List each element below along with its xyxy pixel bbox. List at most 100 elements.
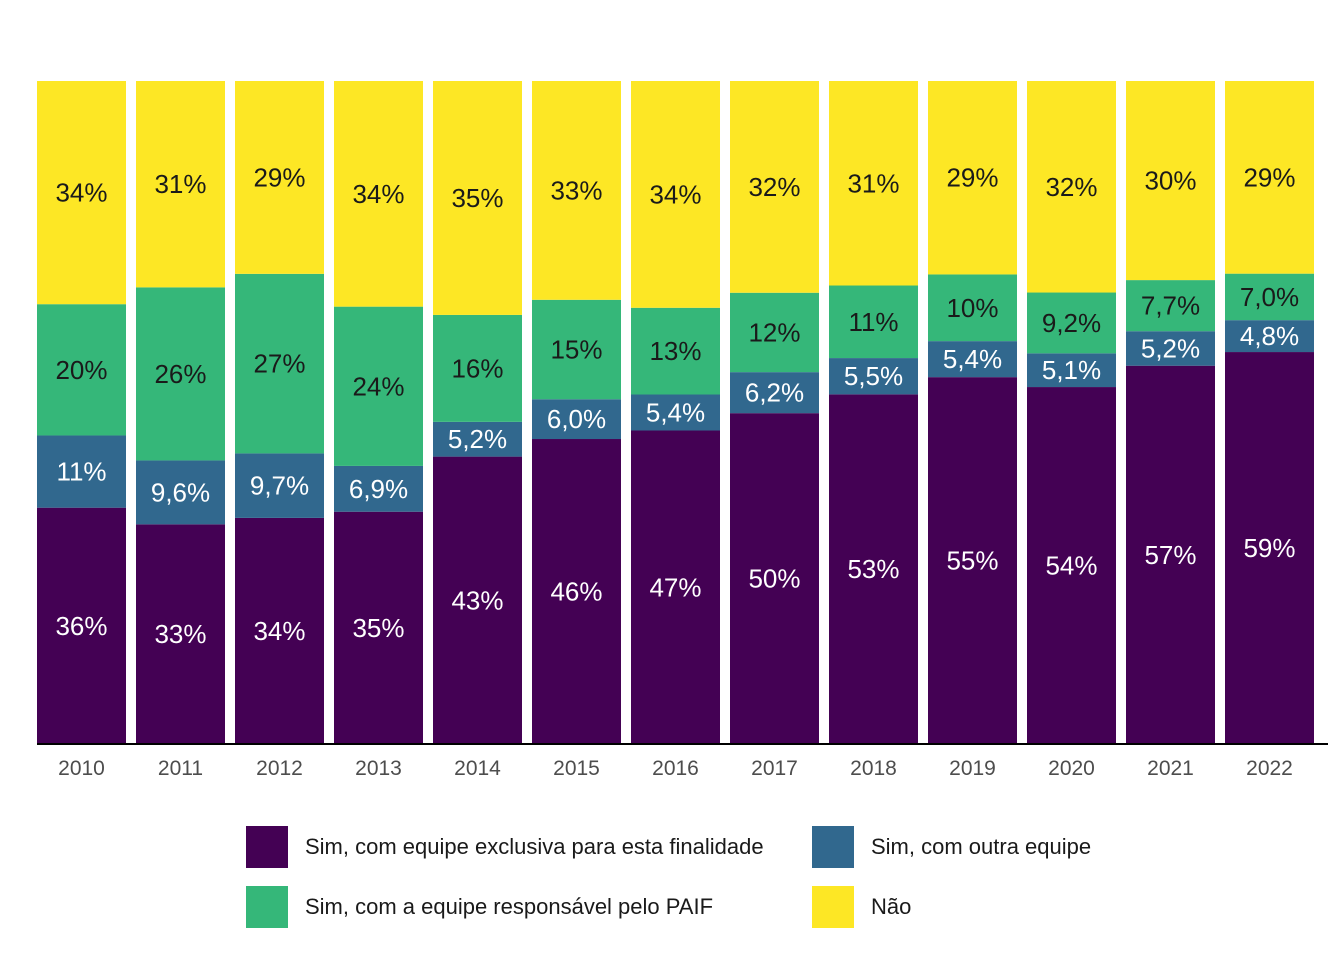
data-label-2011-s2: 26% (154, 359, 206, 389)
data-label-2010-s3: 34% (55, 178, 107, 208)
bar-segment-2020-s3 (1027, 81, 1116, 293)
bar-segment-2022-s0 (1225, 352, 1314, 744)
x-tick-label-2018: 2018 (850, 757, 897, 780)
data-label-2018-s3: 31% (847, 168, 899, 198)
bar-segment-2013-s1 (334, 465, 423, 512)
bar-segment-2017-s2 (730, 292, 819, 373)
bar-segment-2011-s1 (136, 460, 225, 525)
data-label-2014-s1: 5,2% (448, 424, 507, 454)
bar-segment-2016-s2 (631, 307, 720, 395)
data-label-2010-s2: 20% (55, 355, 107, 385)
data-label-group: 36% 11% 20% 34% 33% 9,6% 26% 31% 34% 9,7% 27% 29% 35… (55, 162, 1299, 649)
x-tick-label-2022: 2022 (1246, 757, 1293, 780)
bar-segment-2014-s2 (433, 314, 522, 422)
data-label-2013-s3: 34% (352, 179, 404, 209)
bar-segment-2013-s2 (334, 306, 423, 466)
legend-item-paif-team: Sim, com a equipe responsável pelo PAIF (246, 886, 713, 928)
bar-segment-2021-s3 (1126, 81, 1215, 281)
data-label-2011-s0: 33% (154, 619, 206, 649)
bar-segment-2011-s2 (136, 287, 225, 461)
data-label-2020-s0: 54% (1045, 551, 1097, 581)
legend-swatch (812, 886, 854, 928)
bar-segment-2012-s2 (235, 273, 324, 454)
data-label-2018-s1: 5,5% (844, 361, 903, 391)
legend-item-no: Não (812, 886, 911, 928)
data-label-2018-s0: 53% (847, 554, 899, 584)
data-label-2015-s3: 33% (550, 175, 602, 205)
data-label-2021-s2: 7,7% (1141, 291, 1200, 321)
bar-segment-2022-s1 (1225, 320, 1314, 353)
data-label-2019-s0: 55% (946, 546, 998, 576)
x-tick-label-2017: 2017 (751, 757, 798, 780)
data-label-2020-s2: 9,2% (1042, 308, 1101, 338)
stacked-bar-chart: 36% 11% 20% 34% 33% 9,6% 26% 31% 34% 9,7% 27% 29% 35… (37, 81, 1328, 780)
x-tick-label-2011: 2011 (158, 757, 203, 780)
x-tick-label-2019: 2019 (949, 757, 996, 780)
data-label-2021-s3: 30% (1144, 166, 1196, 196)
data-label-2013-s1: 6,9% (349, 474, 408, 504)
data-label-2013-s2: 24% (352, 371, 404, 401)
data-label-2022-s2: 7,0% (1240, 282, 1299, 312)
bar-segment-2013-s0 (334, 511, 423, 744)
bar-segment-2018-s0 (829, 394, 918, 744)
legend-label: Sim, com equipe exclusiva para esta fina… (305, 834, 764, 859)
data-label-2015-s0: 46% (550, 577, 602, 607)
data-label-2019-s3: 29% (946, 163, 998, 193)
x-tick-group: 2010 2011 2012 2013 2014 2015 2016 2017 2018 2019… (58, 757, 1293, 780)
data-label-2014-s0: 43% (451, 585, 503, 615)
bar-segment-2020-s2 (1027, 292, 1116, 354)
bar-segment-2019-s1 (928, 341, 1017, 378)
bar-segment-2019-s3 (928, 81, 1017, 275)
bar-segment-2012-s1 (235, 453, 324, 518)
legend-label: Não (871, 894, 912, 919)
bar-segment-2016-s0 (631, 430, 720, 744)
bar-segment-2020-s1 (1027, 353, 1116, 388)
bar-segment-2015-s1 (532, 399, 621, 440)
legend-item-other-team: Sim, com outra equipe (812, 826, 1091, 868)
data-label-2015-s1: 6,0% (547, 404, 606, 434)
bar-segment-2017-s0 (730, 413, 819, 744)
data-label-2012-s2: 27% (253, 349, 305, 379)
data-label-2017-s1: 6,2% (745, 378, 804, 408)
data-label-2017-s0: 50% (748, 564, 800, 594)
x-tick-label-2015: 2015 (553, 757, 600, 780)
bar-segment-2011-s0 (136, 524, 225, 744)
data-label-2017-s3: 32% (748, 172, 800, 202)
bar-segment-2020-s0 (1027, 387, 1116, 744)
bar-segment-2018-s3 (829, 81, 918, 286)
bar-segment-2021-s2 (1126, 280, 1215, 332)
data-label-2022-s1: 4,8% (1240, 321, 1299, 351)
x-tick-label-2010: 2010 (58, 757, 105, 780)
bar-segment-2016-s3 (631, 81, 720, 308)
data-label-2012-s0: 34% (253, 616, 305, 646)
x-tick-label-2021: 2021 (1147, 757, 1194, 780)
bar-segment-2013-s3 (334, 81, 423, 307)
bar-segment-2012-s0 (235, 517, 324, 744)
data-label-2021-s1: 5,2% (1141, 333, 1200, 363)
data-label-2020-s1: 5,1% (1042, 355, 1101, 385)
data-label-2012-s3: 29% (253, 162, 305, 192)
data-label-2014-s3: 35% (451, 183, 503, 213)
data-label-2022-s3: 29% (1243, 162, 1295, 192)
legend-swatch (246, 826, 288, 868)
bar-segment-2022-s2 (1225, 273, 1314, 321)
legend-swatch (246, 886, 288, 928)
bar-group (37, 81, 1314, 744)
data-label-2016-s3: 34% (649, 179, 701, 209)
bar-segment-2011-s3 (136, 81, 225, 288)
data-label-2021-s0: 57% (1144, 540, 1196, 570)
data-label-2022-s0: 59% (1243, 533, 1295, 563)
data-label-2016-s2: 13% (649, 336, 701, 366)
legend: Sim, com equipe exclusiva para esta fina… (246, 826, 1146, 936)
bar-segment-2015-s3 (532, 81, 621, 300)
bar-segment-2019-s0 (928, 377, 1017, 744)
bar-segment-2010-s0 (37, 507, 126, 744)
legend-label: Sim, com a equipe responsável pelo PAIF (305, 894, 714, 919)
data-label-2014-s2: 16% (451, 353, 503, 383)
data-label-2017-s2: 12% (748, 317, 800, 347)
bar-segment-2014-s1 (433, 421, 522, 457)
x-tick-label-2020: 2020 (1048, 757, 1095, 780)
x-tick-label-2016: 2016 (652, 757, 699, 780)
bar-segment-2018-s1 (829, 358, 918, 395)
data-label-2016-s1: 5,4% (646, 398, 705, 428)
